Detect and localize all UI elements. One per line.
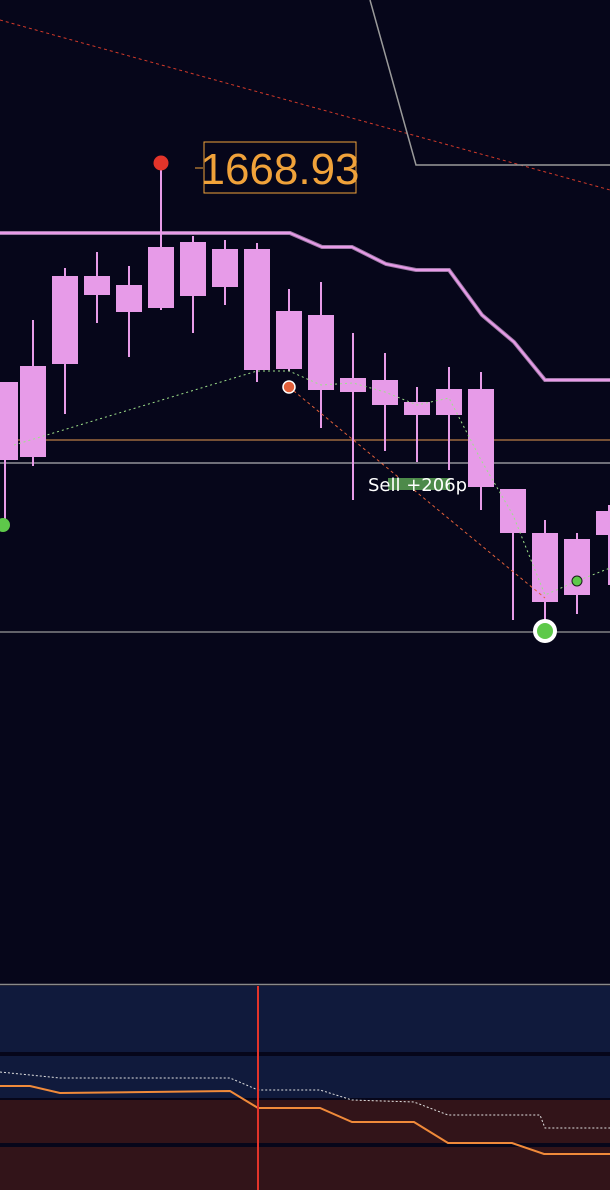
trade-path — [288, 386, 546, 599]
indicator-line — [0, 1085, 610, 1155]
trade-label: Sell +206p — [368, 475, 467, 496]
green-dot — [0, 518, 10, 532]
level-line — [369, 0, 610, 166]
price-label: 1668.93 — [200, 145, 359, 194]
candle-body — [596, 511, 610, 535]
candle-body — [340, 378, 366, 392]
candle-body — [276, 311, 302, 369]
trade-bar — [388, 478, 450, 490]
candle-body — [500, 489, 526, 533]
indicator-signal — [0, 1071, 610, 1129]
candle-body — [532, 533, 558, 602]
band-line — [0, 232, 610, 381]
candle-body — [0, 382, 18, 460]
candle-body — [308, 315, 334, 390]
exit-marker — [537, 623, 553, 639]
indicator-zone — [0, 986, 610, 1052]
candle-body — [52, 276, 78, 364]
candle-body — [468, 389, 494, 487]
candle-body — [148, 247, 174, 308]
indicator-zone — [0, 1056, 610, 1098]
candle-body — [180, 242, 206, 296]
candle-body — [212, 249, 238, 287]
signal-path — [13, 370, 610, 596]
candle-body — [20, 366, 46, 457]
price-box — [203, 141, 357, 194]
candle-body — [564, 539, 590, 595]
candle-body — [436, 389, 462, 415]
indicator-zone — [0, 1100, 610, 1143]
candle-body — [244, 249, 270, 370]
indicator-zone — [0, 1147, 610, 1190]
high-marker — [153, 155, 169, 171]
candle-body — [404, 402, 430, 415]
candle-body — [116, 285, 142, 312]
candle-body — [84, 276, 110, 295]
entry-marker — [282, 380, 296, 394]
green-dot — [571, 575, 583, 587]
